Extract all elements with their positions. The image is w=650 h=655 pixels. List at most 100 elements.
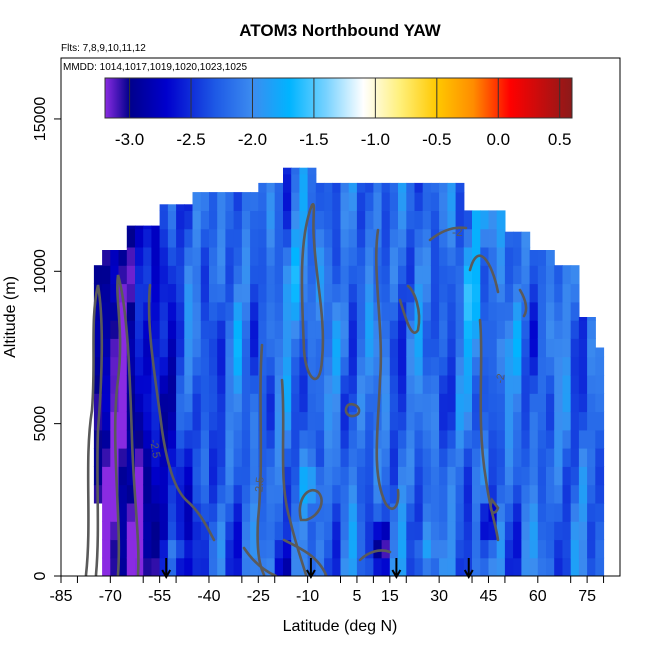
heatmap-cell: [504, 557, 514, 576]
heatmap-cell: [283, 484, 292, 504]
contour-line: [489, 497, 500, 514]
heatmap-cell: [348, 502, 358, 522]
heatmap-cell: [537, 539, 547, 559]
heatmap-cell: [250, 265, 259, 285]
heatmap-cell: [455, 557, 465, 576]
heatmap-cell: [439, 320, 448, 339]
heatmap-cell: [225, 246, 235, 266]
heatmap-cell: [480, 356, 490, 376]
heatmap-cell: [233, 539, 243, 559]
heatmap-cell: [472, 429, 481, 449]
heatmap-cell: [151, 411, 161, 431]
heatmap-cell: [151, 356, 161, 376]
heatmap-cell: [283, 301, 292, 321]
heatmap-cell: [570, 429, 580, 449]
heatmap-cell: [529, 448, 539, 467]
heatmap-cell: [307, 393, 317, 413]
heatmap-cell: [283, 192, 292, 211]
heatmap-cell: [398, 265, 407, 285]
heatmap-cell: [439, 210, 448, 230]
heatmap-cell: [102, 539, 111, 559]
heatmap-cell: [307, 356, 317, 376]
heatmap-cell: [167, 228, 177, 248]
heatmap-cell: [184, 466, 194, 486]
heatmap-cell: [332, 557, 342, 576]
heatmap-cell: [381, 466, 391, 486]
heatmap-cell: [110, 557, 120, 576]
heatmap-cell: [118, 466, 128, 486]
heatmap-cell: [406, 521, 416, 541]
heatmap-cell: [414, 182, 424, 193]
heatmap-cell: [562, 265, 572, 285]
heatmap-cell: [241, 338, 251, 358]
heatmap-cell: [233, 192, 243, 211]
heatmap-cell: [578, 393, 588, 413]
heatmap-cell: [250, 228, 259, 248]
heatmap-cell: [578, 338, 588, 358]
heatmap-cell: [217, 539, 226, 559]
heatmap-cell: [365, 393, 374, 413]
heatmap-cell: [135, 429, 144, 449]
heatmap-cell: [463, 265, 473, 285]
heatmap-cell: [430, 192, 440, 211]
heatmap-cell: [241, 521, 251, 541]
heatmap-cell: [356, 320, 366, 339]
heatmap-cell: [356, 182, 366, 193]
heatmap-cell: [595, 448, 605, 467]
heatmap-cell: [102, 283, 111, 303]
heatmap-cell: [102, 320, 111, 339]
heatmap-cell: [398, 466, 407, 486]
heatmap-cell: [430, 356, 440, 376]
heatmap-cell: [143, 265, 152, 285]
heatmap-cell: [406, 283, 416, 303]
heatmap-cell: [406, 374, 416, 394]
heatmap-cell: [447, 557, 457, 576]
heatmap-cell: [151, 265, 161, 285]
heatmap-cell: [595, 521, 605, 541]
heatmap-cell: [348, 374, 358, 394]
heatmap-cell: [455, 448, 465, 467]
heatmap-cell: [356, 192, 366, 211]
heatmap-cell: [209, 502, 218, 522]
heatmap-cell: [192, 539, 202, 559]
x-tick-label: -40: [197, 588, 220, 605]
heatmap-cell: [176, 356, 185, 376]
heatmap-cell: [93, 356, 103, 376]
heatmap-cell: [570, 356, 580, 376]
heatmap-cell: [340, 192, 350, 211]
heatmap-cell: [167, 484, 177, 504]
y-tick-label: 15000: [32, 97, 49, 142]
heatmap-cell: [389, 411, 399, 431]
heatmap-cell: [496, 356, 506, 376]
heatmap-cell: [504, 265, 514, 285]
heatmap-cell: [225, 429, 235, 449]
heatmap-cell: [546, 557, 555, 576]
heatmap-cell: [283, 539, 292, 559]
heatmap-cell: [159, 557, 169, 576]
heatmap-cell: [299, 192, 309, 211]
heatmap-cell: [398, 521, 407, 541]
heatmap-cell: [406, 484, 416, 504]
heatmap-cell: [356, 502, 366, 522]
heatmap-cell: [480, 502, 490, 522]
heatmap-cell: [463, 356, 473, 376]
heatmap-cell: [414, 338, 424, 358]
heatmap-cell: [381, 411, 391, 431]
heatmap-cell: [258, 265, 268, 285]
heatmap-cell: [570, 338, 580, 358]
heatmap-cell: [373, 246, 383, 266]
heatmap-cell: [118, 539, 128, 559]
heatmap-cell: [184, 301, 194, 321]
heatmap-cell: [332, 182, 342, 193]
heatmap-cell: [562, 320, 572, 339]
heatmap-cell: [266, 484, 276, 504]
heatmap-cell: [299, 393, 309, 413]
heatmap-cell: [126, 557, 136, 576]
heatmap-cell: [118, 411, 128, 431]
heatmap-cell: [488, 210, 498, 230]
heatmap-cell: [299, 167, 309, 175]
heatmap-cell: [241, 429, 251, 449]
heatmap-cell: [176, 320, 185, 339]
heatmap-cell: [340, 557, 350, 576]
heatmap-cell: [118, 448, 128, 467]
